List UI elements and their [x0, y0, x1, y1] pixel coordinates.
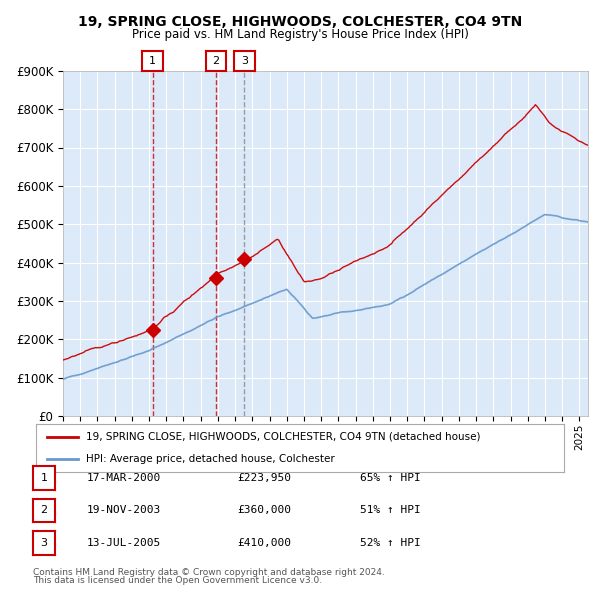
Text: 17-MAR-2000: 17-MAR-2000 [87, 473, 161, 483]
Text: 19, SPRING CLOSE, HIGHWOODS, COLCHESTER, CO4 9TN: 19, SPRING CLOSE, HIGHWOODS, COLCHESTER,… [78, 15, 522, 30]
Text: Price paid vs. HM Land Registry's House Price Index (HPI): Price paid vs. HM Land Registry's House … [131, 28, 469, 41]
Text: 1: 1 [149, 56, 156, 66]
Text: Contains HM Land Registry data © Crown copyright and database right 2024.: Contains HM Land Registry data © Crown c… [33, 568, 385, 577]
Text: 19-NOV-2003: 19-NOV-2003 [87, 506, 161, 515]
Text: 51% ↑ HPI: 51% ↑ HPI [360, 506, 421, 515]
Text: HPI: Average price, detached house, Colchester: HPI: Average price, detached house, Colc… [86, 454, 335, 464]
Text: 52% ↑ HPI: 52% ↑ HPI [360, 538, 421, 548]
Text: 19, SPRING CLOSE, HIGHWOODS, COLCHESTER, CO4 9TN (detached house): 19, SPRING CLOSE, HIGHWOODS, COLCHESTER,… [86, 432, 481, 442]
Text: 13-JUL-2005: 13-JUL-2005 [87, 538, 161, 548]
Text: 2: 2 [41, 506, 47, 515]
Text: 65% ↑ HPI: 65% ↑ HPI [360, 473, 421, 483]
Text: 1: 1 [41, 473, 47, 483]
Text: £360,000: £360,000 [237, 506, 291, 515]
Text: This data is licensed under the Open Government Licence v3.0.: This data is licensed under the Open Gov… [33, 576, 322, 585]
Text: 3: 3 [241, 56, 248, 66]
Text: 2: 2 [212, 56, 220, 66]
Text: £410,000: £410,000 [237, 538, 291, 548]
Text: 3: 3 [41, 538, 47, 548]
Text: £223,950: £223,950 [237, 473, 291, 483]
